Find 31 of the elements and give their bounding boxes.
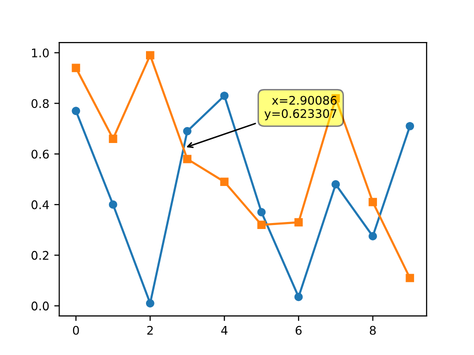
point [183, 154, 192, 164]
point [72, 64, 80, 72]
point [257, 208, 266, 216]
annotation: x=2.90086 y=0.623307 [264, 96, 337, 120]
point [220, 178, 229, 186]
x-tick-label: 8 [370, 326, 376, 335]
y-tick-label: 0.6 [32, 150, 49, 159]
point [332, 180, 340, 189]
x-tick-label: 2 [147, 326, 153, 335]
point [146, 299, 154, 308]
point [220, 92, 229, 100]
y-tick-label: 0.8 [32, 99, 49, 108]
y-tick-label: 0.0 [32, 302, 49, 310]
point [406, 122, 414, 130]
y-tick-label: 0.2 [32, 250, 48, 260]
point [294, 292, 303, 302]
y-tick-label: 1.0 [32, 48, 49, 58]
point [368, 232, 377, 240]
x-tick-label: 0 [72, 326, 79, 335]
point [146, 51, 154, 60]
point [72, 106, 80, 116]
point [108, 134, 118, 143]
y-tick-label: 0.4 [32, 200, 49, 210]
point [406, 274, 414, 282]
x-tick-label: 6 [296, 326, 302, 335]
point [257, 220, 266, 229]
point [368, 198, 377, 206]
point [108, 200, 118, 209]
point [183, 127, 192, 136]
point [294, 218, 303, 226]
x-tick-label: 4 [221, 326, 228, 335]
